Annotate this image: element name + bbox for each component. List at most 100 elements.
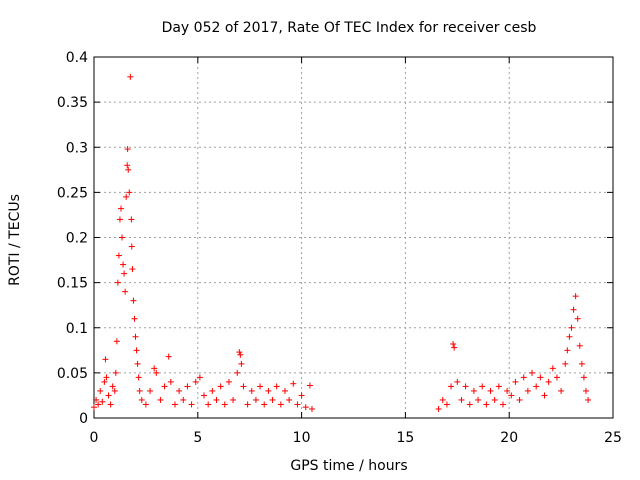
chart-title: Day 052 of 2017, Rate Of TEC Index for r… (162, 20, 537, 36)
data-point (105, 392, 112, 399)
data-point (252, 396, 259, 403)
data-point (116, 216, 123, 223)
data-point (454, 378, 461, 385)
data-point (119, 234, 126, 241)
x-axis-label: GPS time / hours (290, 458, 407, 474)
x-tick-label: 25 (604, 430, 622, 446)
data-point (564, 347, 571, 354)
data-point (95, 401, 102, 408)
data-point (512, 378, 519, 385)
data-point (165, 353, 172, 360)
data-point (109, 383, 116, 390)
data-point (151, 365, 158, 372)
data-point (302, 404, 309, 411)
data-point (516, 396, 523, 403)
data-point (103, 374, 110, 381)
y-tick-label: 0.3 (66, 140, 88, 156)
data-point (157, 396, 164, 403)
data-point (136, 387, 143, 394)
y-axis-label: ROTI / TECUs (7, 194, 23, 286)
data-point (475, 396, 482, 403)
data-point (483, 401, 490, 408)
data-point (541, 392, 548, 399)
data-point (495, 383, 502, 390)
data-point (91, 404, 97, 411)
data-point (568, 324, 575, 331)
data-points (91, 73, 592, 412)
data-point (234, 369, 241, 376)
data-point (580, 374, 587, 381)
data-point (171, 401, 178, 408)
x-tick-label: 10 (293, 430, 311, 446)
data-point (111, 387, 118, 394)
y-tick-label: 0.2 (66, 231, 88, 247)
data-point (147, 387, 154, 394)
data-point (570, 306, 577, 313)
data-point (562, 360, 569, 367)
data-point (130, 297, 137, 304)
data-point (504, 387, 511, 394)
data-point (508, 392, 515, 399)
data-point (451, 344, 458, 351)
data-point (135, 374, 142, 381)
data-point (479, 383, 486, 390)
data-point (115, 252, 122, 259)
data-point (533, 383, 540, 390)
data-point (286, 396, 293, 403)
data-point (439, 396, 446, 403)
y-tick-label: 0.1 (66, 321, 88, 337)
data-point (458, 396, 465, 403)
data-point (238, 360, 245, 367)
data-point (125, 166, 132, 173)
data-point (450, 340, 457, 347)
data-point (435, 405, 442, 412)
data-point (308, 405, 315, 412)
data-point (566, 333, 573, 340)
data-point (138, 396, 145, 403)
data-point (124, 162, 131, 169)
data-point (237, 351, 244, 358)
data-point (491, 396, 498, 403)
data-point (583, 387, 590, 394)
y-tick-label: 0.05 (57, 366, 88, 382)
data-point (298, 392, 305, 399)
data-point (585, 396, 592, 403)
data-point (466, 401, 473, 408)
data-point (128, 243, 135, 250)
data-point (443, 401, 450, 408)
data-point (142, 401, 149, 408)
data-point (520, 374, 527, 381)
data-point (549, 365, 556, 372)
data-point (97, 387, 104, 394)
data-point (572, 293, 579, 300)
data-point (217, 383, 224, 390)
x-tick-label: 20 (500, 430, 518, 446)
data-point (545, 378, 552, 385)
data-point (448, 383, 455, 390)
y-tick-label: 0.4 (66, 50, 88, 66)
data-point (180, 396, 187, 403)
data-point (537, 374, 544, 381)
data-point (248, 387, 255, 394)
data-point (184, 383, 191, 390)
data-point (269, 396, 276, 403)
y-tick-label: 0.35 (57, 95, 88, 111)
data-point (196, 374, 203, 381)
data-point (132, 333, 139, 340)
data-point (122, 288, 129, 295)
data-point (176, 387, 183, 394)
data-point (529, 369, 536, 376)
x-tick-label: 0 (90, 430, 99, 446)
data-point (107, 401, 114, 408)
data-point (221, 401, 228, 408)
data-point (99, 398, 106, 405)
data-point (134, 360, 141, 367)
data-point (470, 387, 477, 394)
tick-layer: 0 5 10 15 20 25 0 0.05 0.1 0.15 0.2 0.25 0.3 0.35 0.4 (57, 50, 622, 446)
data-point (306, 382, 313, 389)
data-point (574, 315, 581, 322)
y-tick-label: 0.25 (57, 185, 88, 201)
data-point (133, 347, 140, 354)
data-point (201, 392, 208, 399)
